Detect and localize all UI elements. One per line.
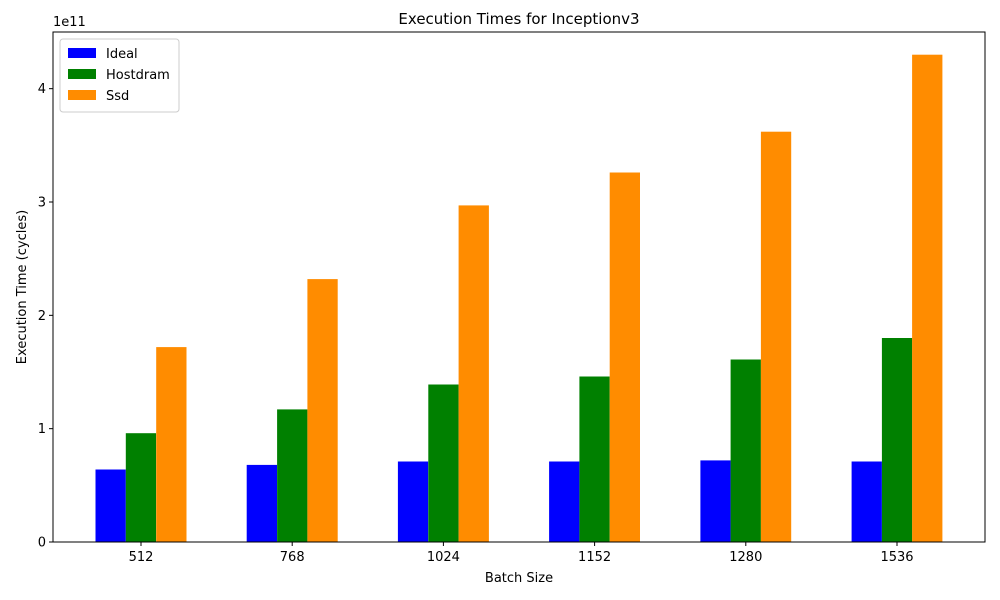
bar-ssd-512 bbox=[156, 347, 187, 542]
x-tick-label-1024: 1024 bbox=[427, 550, 460, 565]
y-tick-label-2: 2 bbox=[38, 309, 46, 324]
bar-ssd-1024 bbox=[458, 205, 489, 542]
y-axis-offset-label: 1e11 bbox=[53, 15, 86, 30]
bar-ssd-768 bbox=[307, 279, 338, 542]
bar-ideal-1536 bbox=[851, 461, 882, 542]
bar-ssd-1152 bbox=[609, 172, 640, 542]
x-tick-label-1536: 1536 bbox=[880, 550, 913, 565]
x-tick-label-1280: 1280 bbox=[729, 550, 762, 565]
bars-group bbox=[95, 54, 943, 542]
bar-hostdram-1152 bbox=[579, 376, 610, 542]
bar-ideal-1024 bbox=[397, 461, 429, 542]
legend-swatch-hostdram bbox=[68, 69, 96, 79]
x-tick-label-512: 512 bbox=[129, 550, 154, 565]
bar-hostdram-1536 bbox=[881, 338, 913, 542]
bar-ideal-1152 bbox=[549, 461, 580, 542]
bar-hostdram-768 bbox=[277, 409, 308, 542]
legend: Ideal Hostdram Ssd bbox=[59, 38, 180, 113]
legend-label-ideal: Ideal bbox=[106, 47, 138, 62]
x-tick-label-768: 768 bbox=[280, 550, 305, 565]
legend-label-ssd: Ssd bbox=[106, 89, 129, 104]
bar-ideal-1280 bbox=[700, 460, 731, 542]
bar-hostdram-1280 bbox=[730, 359, 761, 542]
bar-ssd-1536 bbox=[912, 54, 943, 542]
bar-hostdram-512 bbox=[125, 433, 157, 542]
bar-ideal-512 bbox=[95, 469, 126, 542]
plot-frame bbox=[52, 31, 986, 543]
bar-hostdram-1024 bbox=[428, 384, 459, 542]
bar-ideal-768 bbox=[246, 464, 277, 542]
y-tick-label-0: 0 bbox=[38, 536, 46, 551]
y-tick-label-1: 1 bbox=[38, 422, 46, 437]
x-tick-label-1152: 1152 bbox=[578, 550, 611, 565]
x-axis-label: Batch Size bbox=[485, 571, 553, 586]
y-axis: 0 1 2 3 4 bbox=[38, 82, 53, 551]
chart-title: Execution Times for Inceptionv3 bbox=[398, 10, 639, 28]
y-tick-label-4: 4 bbox=[38, 82, 46, 97]
y-tick-label-3: 3 bbox=[38, 196, 46, 211]
legend-swatch-ideal bbox=[68, 48, 96, 58]
bar-ssd-1280 bbox=[760, 131, 792, 542]
y-axis-label: Execution Time (cycles) bbox=[15, 210, 30, 364]
x-axis: 512 768 1024 1152 1280 1536 bbox=[129, 542, 914, 565]
legend-label-hostdram: Hostdram bbox=[106, 68, 170, 83]
legend-swatch-ssd bbox=[68, 90, 96, 100]
